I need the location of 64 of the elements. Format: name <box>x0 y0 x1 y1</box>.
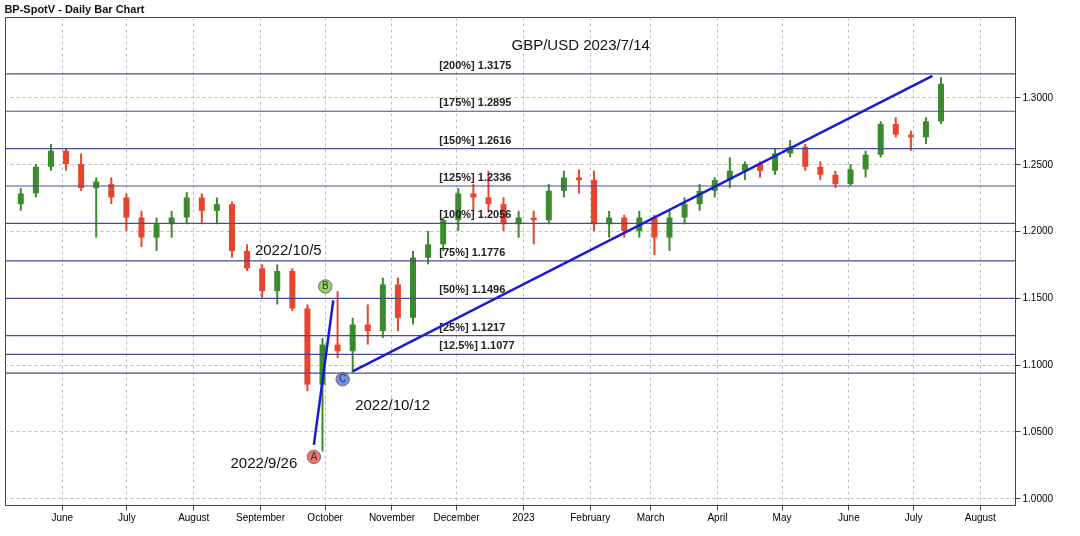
candlestick <box>47 143 54 172</box>
ref-line-label: [175%] 1.2895 <box>439 96 512 109</box>
candlestick <box>123 192 130 232</box>
candlestick <box>892 116 899 139</box>
x-tick-label: April <box>707 511 728 523</box>
annotation: B <box>321 280 329 292</box>
candlestick <box>681 196 688 226</box>
candlestick <box>847 163 854 187</box>
candlestick <box>213 196 220 226</box>
x-tick-label: September <box>236 511 286 523</box>
x-tick-label: March <box>636 511 665 523</box>
chart-title: BP-SpotV - Daily Bar Chart <box>4 3 145 15</box>
y-tick-label: 1.0000 <box>1022 492 1054 504</box>
x-tick-label: August <box>178 511 210 523</box>
y-tick-label: 1.2000 <box>1022 225 1054 237</box>
annotation: 2022/10/5 <box>254 241 322 259</box>
x-tick-label: February <box>570 511 611 523</box>
candlestick <box>922 116 929 146</box>
candlestick <box>63 147 70 172</box>
ref-line-label: [50%] 1.1496 <box>439 283 506 296</box>
candlestick <box>334 290 341 359</box>
candlestick <box>575 168 582 195</box>
annotation: A <box>310 450 318 462</box>
ref-line-label: [12.5%] 1.1077 <box>439 339 515 352</box>
candlestick <box>560 169 567 199</box>
x-tick-label: 2023 <box>512 511 535 523</box>
x-tick-label: July <box>117 511 136 523</box>
ref-line-label: [200%] 1.3175 <box>439 58 512 71</box>
candlestick <box>862 149 869 179</box>
candlestick <box>153 216 160 252</box>
x-tick-label: July <box>904 511 923 523</box>
x-tick-label: June <box>51 511 74 523</box>
candlestick <box>364 303 371 346</box>
ref-line-label: [25%] 1.1217 <box>439 320 506 333</box>
text: GBP/USD 2023/7/14 <box>511 36 650 53</box>
y-tick-label: 1.2500 <box>1022 158 1054 170</box>
annotation: 2022/9/26 <box>230 453 298 471</box>
candlestick <box>138 209 145 248</box>
x-tick-label: May <box>772 511 792 523</box>
candlestick <box>802 143 809 172</box>
candlestick <box>425 229 432 266</box>
y-tick-label: 1.0500 <box>1022 425 1054 437</box>
y-tick-label: 1.3000 <box>1022 91 1054 103</box>
candlestick <box>651 213 658 256</box>
y-tick-label: 1.1500 <box>1022 292 1054 304</box>
ref-line-label: [75%] 1.1776 <box>439 245 506 258</box>
y-tick-label: 1.1000 <box>1022 359 1054 371</box>
annotation: 2022/10/12 <box>355 396 431 414</box>
x-tick-label: December <box>433 511 481 523</box>
candlestick <box>470 183 477 212</box>
candlestick <box>183 191 190 226</box>
candlestick <box>817 160 824 182</box>
x-tick-label: August <box>964 511 997 523</box>
annotation: C <box>339 373 347 385</box>
candlestick <box>198 192 205 226</box>
ref-line-label: [150%] 1.2616 <box>439 133 512 146</box>
x-tick-label: November <box>368 511 416 523</box>
candlestick <box>259 263 266 299</box>
x-tick-label: June <box>838 511 861 523</box>
candlestick <box>741 160 748 182</box>
candlestick <box>17 187 24 212</box>
candlestick <box>666 209 673 252</box>
x-tick-label: October <box>307 511 344 523</box>
candlestick <box>274 263 281 306</box>
